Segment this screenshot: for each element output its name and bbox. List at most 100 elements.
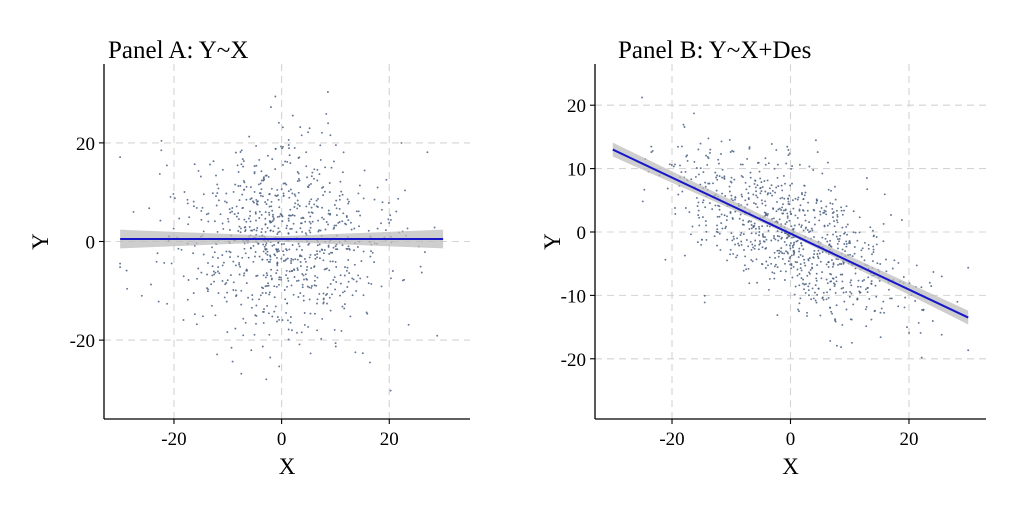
data-point xyxy=(338,194,341,197)
data-point xyxy=(281,147,284,150)
data-point xyxy=(852,231,855,234)
data-point xyxy=(292,222,295,225)
data-point xyxy=(743,249,745,251)
data-point xyxy=(267,260,270,263)
data-point xyxy=(314,257,317,260)
data-point xyxy=(808,165,811,168)
data-point xyxy=(278,276,281,279)
data-point xyxy=(213,251,216,254)
data-point xyxy=(900,219,903,221)
data-point xyxy=(299,292,302,295)
data-point xyxy=(358,225,360,228)
data-point xyxy=(280,257,283,260)
data-points xyxy=(119,91,439,392)
data-point xyxy=(252,201,255,204)
data-point xyxy=(272,230,275,233)
data-point xyxy=(295,231,298,234)
data-point xyxy=(787,154,790,157)
data-point xyxy=(798,223,801,226)
data-point xyxy=(351,277,354,280)
data-point xyxy=(278,318,281,321)
data-point xyxy=(798,209,801,212)
data-point xyxy=(363,169,366,172)
data-point xyxy=(806,274,809,277)
data-point xyxy=(300,134,303,137)
data-point xyxy=(798,250,801,253)
data-point xyxy=(750,248,753,251)
data-point xyxy=(255,304,258,307)
data-point xyxy=(800,269,803,272)
data-point xyxy=(786,212,789,215)
data-point xyxy=(334,345,337,348)
data-point xyxy=(300,255,303,258)
data-point xyxy=(359,277,362,280)
data-point xyxy=(389,277,392,280)
data-point xyxy=(760,190,763,193)
data-point xyxy=(801,191,803,194)
data-point xyxy=(740,174,743,177)
data-point xyxy=(723,177,726,180)
data-point xyxy=(343,274,346,277)
data-point xyxy=(750,220,753,223)
data-point xyxy=(811,262,814,265)
data-point xyxy=(237,185,240,187)
data-point xyxy=(304,220,307,223)
data-point xyxy=(313,284,316,287)
data-point xyxy=(695,196,698,199)
data-point xyxy=(761,233,764,236)
data-point xyxy=(872,248,875,251)
data-point xyxy=(718,205,721,208)
data-point xyxy=(269,356,272,359)
data-point xyxy=(226,291,229,294)
data-point xyxy=(782,212,785,215)
data-point xyxy=(706,163,709,166)
data-point xyxy=(229,251,232,254)
data-point xyxy=(307,131,310,134)
data-point xyxy=(426,151,429,154)
data-point xyxy=(915,264,918,267)
data-point xyxy=(758,231,761,233)
data-point xyxy=(221,222,224,225)
data-point xyxy=(253,228,256,231)
data-point xyxy=(195,206,198,209)
data-point xyxy=(257,242,260,245)
data-point xyxy=(824,237,827,240)
data-point xyxy=(269,254,272,257)
data-point xyxy=(283,289,286,291)
data-point xyxy=(298,343,301,346)
data-point xyxy=(802,209,805,212)
data-point xyxy=(816,255,819,258)
data-point xyxy=(786,251,789,254)
data-point xyxy=(860,255,863,258)
data-point xyxy=(737,242,740,245)
data-point xyxy=(292,293,295,296)
data-point xyxy=(327,122,330,125)
y-tick-label: -10 xyxy=(561,286,586,307)
data-point xyxy=(264,223,267,226)
data-point xyxy=(288,196,291,199)
data-point xyxy=(761,263,764,266)
data-point xyxy=(268,291,271,294)
data-point xyxy=(231,360,234,363)
data-point xyxy=(712,182,714,185)
data-point xyxy=(266,250,269,253)
data-point xyxy=(197,169,200,172)
data-point xyxy=(835,235,838,238)
data-point xyxy=(274,305,277,308)
data-point xyxy=(849,281,852,284)
data-point xyxy=(841,213,844,216)
data-point xyxy=(766,214,769,217)
data-point xyxy=(318,250,321,253)
data-point xyxy=(697,209,700,212)
data-point xyxy=(826,224,829,227)
data-point xyxy=(686,159,689,162)
data-point xyxy=(732,150,735,153)
data-point xyxy=(800,242,803,245)
data-point xyxy=(854,231,857,234)
data-point xyxy=(803,194,806,197)
data-point xyxy=(286,319,289,322)
data-point xyxy=(777,255,780,258)
data-point xyxy=(689,233,692,236)
panel-a: -20 0 20 -20 0 20 Panel A: Y~X X Y xyxy=(28,37,470,479)
data-point xyxy=(778,235,781,238)
